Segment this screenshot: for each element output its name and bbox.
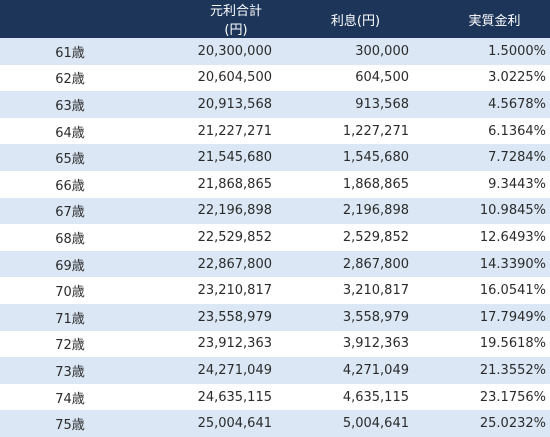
cell-total: 25,004,641 <box>197 416 272 432</box>
cell-total: 20,913,568 <box>197 96 272 112</box>
table-row: 67歳 22,196,898 2,196,898 10.9845% <box>0 197 550 225</box>
header-age <box>0 0 140 38</box>
cell-rate: 4.5678% <box>488 96 546 112</box>
table-row: 65歳 21,545,680 1,545,680 7.7284% <box>0 144 550 171</box>
header-interest: 利息(円) <box>330 13 381 29</box>
table-row: 64歳 21,227,271 1,227,271 6.1364% <box>0 117 550 145</box>
cell-rate: 16.0541% <box>479 283 546 299</box>
cell-age: 66歳 <box>55 178 85 194</box>
cell-rate: 23.1756% <box>479 389 546 405</box>
table-row: 70歳 23,210,817 3,210,817 16.0541% <box>0 277 550 304</box>
cell-interest: 1,227,271 <box>342 123 409 139</box>
header-row: 元利合計(円) 利息(円) 実質金利 <box>0 0 550 38</box>
cell-total: 21,868,865 <box>197 176 272 192</box>
cell-interest: 300,000 <box>355 43 409 59</box>
table-body: 61歳 20,300,000 300,000 1.5000% 62歳 20,604,500… <box>0 38 550 437</box>
cell-age: 64歳 <box>55 125 85 141</box>
cell-age: 71歳 <box>55 311 85 327</box>
cell-interest: 3,912,363 <box>342 336 409 352</box>
cell-interest: 2,196,898 <box>342 203 409 219</box>
cell-age: 62歳 <box>55 72 85 88</box>
cell-total: 23,210,817 <box>197 283 272 299</box>
cell-interest: 2,867,800 <box>342 256 409 272</box>
cell-total: 22,196,898 <box>197 203 272 219</box>
cell-rate: 19.5618% <box>479 336 546 352</box>
cell-rate: 1.5000% <box>488 43 546 59</box>
table-row: 66歳 21,868,865 1,868,865 9.3443% <box>0 170 550 198</box>
cell-rate: 17.7949% <box>479 309 546 325</box>
cell-age: 74歳 <box>55 391 85 407</box>
cell-rate: 10.9845% <box>479 203 546 219</box>
cell-rate: 21.3552% <box>479 362 546 378</box>
table-row: 73歳 24,271,049 4,271,049 21.3552% <box>0 357 550 384</box>
table-row: 71歳 23,558,979 3,558,979 17.7949% <box>0 303 550 331</box>
cell-interest: 1,545,680 <box>342 150 409 166</box>
cell-total: 20,604,500 <box>197 70 272 86</box>
table-row: 68歳 22,529,852 2,529,852 12.6493% <box>0 224 550 251</box>
cell-interest: 3,210,817 <box>342 283 409 299</box>
header-rate: 実質金利 <box>468 13 521 29</box>
cell-total: 21,227,271 <box>197 123 272 139</box>
cell-rate: 3.0225% <box>488 70 546 86</box>
cell-rate: 7.7284% <box>488 150 546 166</box>
table-row: 75歳 25,004,641 5,004,641 25.0232% <box>0 410 550 437</box>
cell-total: 23,558,979 <box>197 309 272 325</box>
cell-rate: 9.3443% <box>488 176 546 192</box>
table-header: 元利合計(円) 利息(円) 実質金利 <box>0 0 550 38</box>
cell-interest: 4,271,049 <box>342 362 409 378</box>
cell-age: 69歳 <box>55 258 85 274</box>
cell-total: 22,867,800 <box>197 256 272 272</box>
cell-age: 63歳 <box>55 98 85 114</box>
table-row: 72歳 23,912,363 3,912,363 19.5618% <box>0 330 550 358</box>
cell-interest: 913,568 <box>355 96 409 112</box>
cell-interest: 1,868,865 <box>342 176 409 192</box>
cell-interest: 2,529,852 <box>342 229 409 245</box>
cell-age: 75歳 <box>55 418 85 434</box>
cell-rate: 12.6493% <box>479 229 546 245</box>
cell-age: 65歳 <box>55 152 85 168</box>
cell-age: 67歳 <box>55 205 85 221</box>
cell-age: 70歳 <box>55 285 85 301</box>
cell-age: 61歳 <box>55 45 85 61</box>
cell-interest: 5,004,641 <box>342 416 409 432</box>
cell-interest: 604,500 <box>355 70 409 86</box>
cell-interest: 4,635,115 <box>342 389 409 405</box>
table-row: 63歳 20,913,568 913,568 4.5678% <box>0 91 550 118</box>
cell-total: 21,545,680 <box>197 150 272 166</box>
table-row: 69歳 22,867,800 2,867,800 14.3390% <box>0 250 550 278</box>
cell-total: 24,271,049 <box>197 362 272 378</box>
header-total: 元利合計(円) <box>209 4 262 38</box>
cell-interest: 3,558,979 <box>342 309 409 325</box>
table-row: 62歳 20,604,500 604,500 3.0225% <box>0 64 550 92</box>
cell-total: 24,635,115 <box>197 389 272 405</box>
cell-total: 22,529,852 <box>197 229 272 245</box>
cell-total: 23,912,363 <box>197 336 272 352</box>
cell-age: 68歳 <box>55 231 85 247</box>
cell-rate: 25.0232% <box>479 416 546 432</box>
cell-age: 73歳 <box>55 364 85 380</box>
table-row: 61歳 20,300,000 300,000 1.5000% <box>0 38 550 65</box>
cell-total: 20,300,000 <box>197 43 272 59</box>
table-row: 74歳 24,635,115 4,635,115 23.1756% <box>0 383 550 411</box>
cell-rate: 14.3390% <box>479 256 546 272</box>
cell-rate: 6.1364% <box>488 123 546 139</box>
cell-age: 72歳 <box>55 338 85 354</box>
